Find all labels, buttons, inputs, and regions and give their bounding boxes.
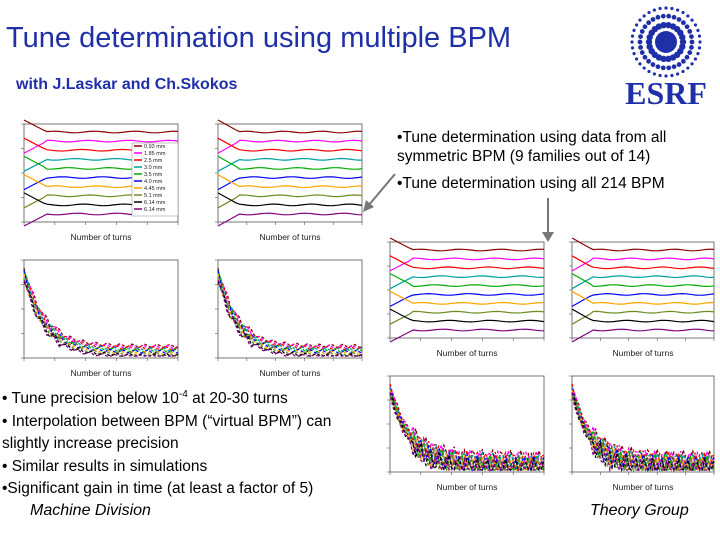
plot-tune-y-left: Number of turns	[196, 118, 366, 248]
precision-series-line	[571, 395, 714, 472]
tune-series-line	[389, 275, 544, 290]
logo-text: ESRF	[625, 75, 707, 111]
precision-series-line	[217, 269, 363, 353]
legend-entry: 3.5 mm	[144, 172, 163, 178]
bullet-simulations: • Similar results in simulations	[2, 457, 208, 475]
bullet-precision: • Tune precision below 10-4 at 20-30 tur…	[2, 389, 288, 408]
precision-series-line	[571, 388, 715, 472]
tune-series-line	[389, 310, 545, 325]
legend-entry: 3.0 mm	[144, 165, 163, 171]
bullet-symmetric-bpm: •Tune determination using data from all …	[397, 129, 667, 165]
tune-series-line	[217, 194, 363, 209]
precision-series-line	[23, 273, 179, 356]
tune-series-line	[571, 308, 715, 323]
x-axis-label: Number of turns	[260, 368, 321, 378]
plot-precision-x-right: Number of turns	[368, 370, 548, 498]
tune-series-line	[389, 237, 545, 252]
x-axis-label: Number of turns	[613, 348, 674, 358]
precision-series-line	[389, 392, 545, 472]
legend-entry: 4.0 mm	[144, 179, 163, 185]
bullet-all-bpm: •Tune determination using all 214 BPM	[397, 175, 665, 192]
x-axis-label: Number of turns	[437, 348, 498, 358]
plot-precision-y-right: Number of turns	[550, 370, 718, 498]
tune-series-line	[571, 255, 715, 270]
slide-subtitle: with J.Laskar and Ch.Skokos	[16, 76, 238, 93]
plot-tune-y-right: Number of turns	[550, 236, 718, 364]
tune-series-line	[217, 119, 363, 134]
x-axis-label: Number of turns	[71, 232, 132, 242]
precision-series-line	[217, 270, 363, 354]
legend-entry: 2.5 mm	[144, 158, 163, 164]
slide-title: Tune determination using multiple BPM	[6, 22, 512, 54]
precision-series-line	[217, 280, 363, 357]
precision-series-line	[23, 271, 179, 352]
tune-series-line	[217, 176, 363, 191]
precision-series-line	[389, 392, 545, 473]
tune-series-line	[571, 290, 715, 305]
tune-series-line	[571, 275, 714, 290]
tune-series-line	[217, 139, 363, 154]
precision-series-line	[23, 273, 179, 351]
tune-series-line	[217, 157, 362, 172]
precision-series-line	[571, 392, 715, 473]
precision-series-line	[389, 388, 545, 472]
bottom-bullets: • Tune precision below 10-4 at 20-30 tur…	[2, 384, 370, 501]
precision-series-line	[217, 273, 363, 351]
plot-tune-x-right: Number of turns	[368, 236, 548, 364]
tune-series-line	[389, 273, 545, 288]
legend-entry: 4.45 mm	[144, 186, 166, 192]
bullet-gain: •Significant gain in time (at least a fa…	[2, 480, 314, 498]
legend-entry: 5.1 mm	[144, 193, 163, 199]
precision-series-line	[23, 280, 179, 357]
precision-series-line	[389, 387, 545, 473]
precision-series-line	[217, 273, 363, 356]
x-axis-label: Number of turns	[613, 482, 674, 492]
tune-series-line	[217, 212, 363, 227]
footer-theory-group: Theory Group	[590, 502, 689, 519]
plot-precision-x-left: Number of turns	[2, 254, 182, 384]
x-axis-label: Number of turns	[71, 368, 132, 378]
tune-series-line	[571, 237, 715, 252]
plot-precision-y-left: Number of turns	[196, 254, 366, 384]
legend-entry: 1.85 mm	[144, 151, 166, 157]
tune-series-line	[571, 257, 715, 272]
tune-series-line	[23, 119, 179, 134]
tune-series-line	[571, 292, 715, 307]
tune-series-line	[389, 292, 545, 307]
tune-series-line	[571, 273, 715, 288]
precision-series-line	[23, 269, 179, 353]
bullet-interpolation: • Interpolation between BPM (“virtual BP…	[2, 412, 332, 453]
footer-machine-division: Machine Division	[30, 502, 151, 519]
tune-series-line	[389, 308, 545, 323]
precision-series-line	[389, 389, 545, 473]
tune-series-line	[217, 155, 363, 170]
tune-series-line	[389, 255, 545, 270]
tune-series-line	[217, 137, 363, 152]
precision-series-line	[571, 392, 715, 472]
top-bullets: •Tune determination using data from all …	[397, 128, 717, 201]
tune-series-line	[217, 174, 362, 189]
tune-series-line	[23, 139, 179, 154]
tune-series-line	[389, 328, 545, 343]
precision-series-line	[23, 270, 179, 354]
legend-entry: 6.14 mm	[144, 207, 166, 213]
esrf-logo: ESRF	[618, 2, 714, 112]
legend-entry: 6.14 mm	[144, 200, 166, 206]
arrow-right	[542, 198, 554, 242]
precision-series-line	[571, 383, 715, 473]
plot-tune-x-left: Number of turns 0.93 mm 1.85 mm 2.5 mm 3.0 m…	[2, 118, 182, 248]
precision-series-line	[389, 395, 544, 472]
precision-series-line	[217, 271, 363, 352]
x-axis-label: Number of turns	[437, 482, 498, 492]
precision-series-line	[217, 281, 363, 357]
tune-series-line	[389, 290, 545, 305]
legend-entry: 0.93 mm	[144, 144, 166, 150]
x-axis-label: Number of turns	[260, 232, 321, 242]
tune-series-line	[571, 328, 715, 343]
arrow-left	[363, 173, 396, 212]
tune-series-line	[389, 257, 545, 272]
tune-series-line	[571, 310, 715, 325]
tune-series-line	[217, 192, 363, 207]
